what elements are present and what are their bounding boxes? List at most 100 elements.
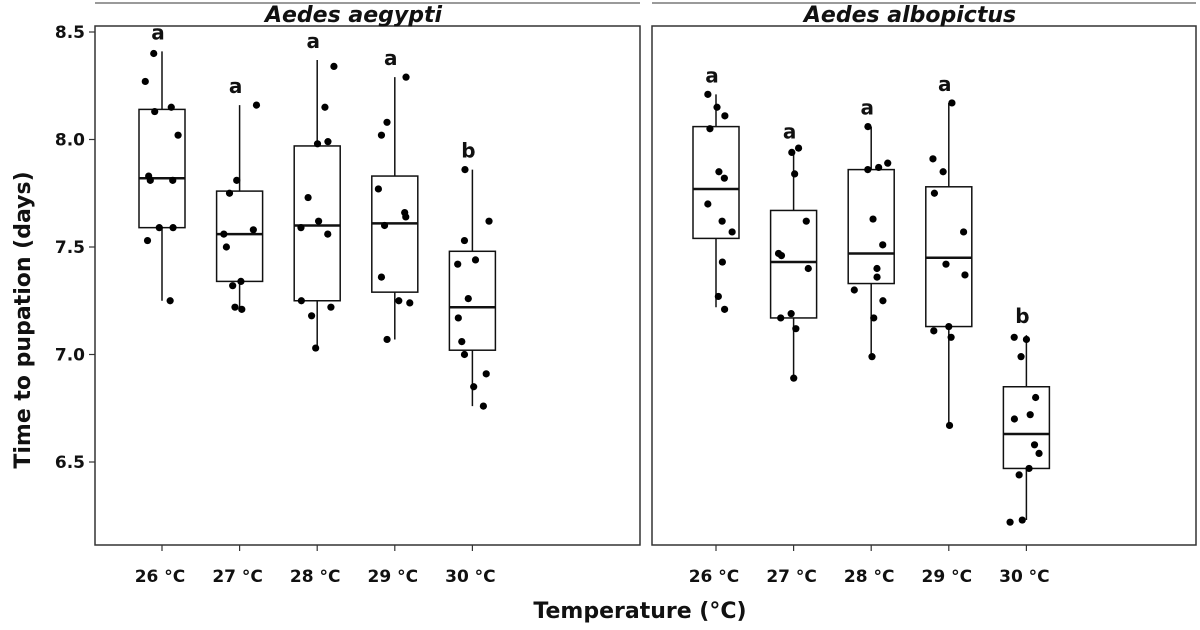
data-point	[713, 103, 721, 111]
data-point	[231, 303, 239, 311]
data-point	[777, 314, 785, 322]
x-tick-label: 27 °C	[766, 567, 817, 587]
box-group-26C: a 26 °C	[135, 20, 186, 587]
box	[692, 125, 740, 240]
data-point	[454, 260, 462, 268]
x-tick-label: 26 °C	[135, 567, 186, 587]
data-point	[167, 103, 175, 111]
data-point	[151, 107, 159, 116]
data-point	[961, 271, 969, 279]
data-point	[1006, 518, 1014, 526]
data-point	[1017, 353, 1025, 361]
data-point	[383, 118, 391, 126]
box-group-28C: a 28 °C	[844, 96, 895, 587]
box	[847, 168, 895, 285]
data-point	[864, 123, 872, 131]
y-axis-label: Time to pupation (days)	[11, 171, 36, 468]
x-tick-label: 28 °C	[290, 567, 341, 587]
data-point	[330, 62, 338, 70]
panels-layer: Aedes aegypti 6.5 7.0 7.5 8.0 8.5 a 26 °C a 27 °C…	[55, 2, 1197, 587]
data-point	[143, 236, 152, 245]
data-point	[721, 112, 729, 120]
data-point	[460, 350, 469, 359]
box-group-29C: a 29 °C	[368, 46, 419, 587]
data-point	[380, 221, 389, 230]
data-point	[792, 325, 800, 333]
data-point	[458, 338, 466, 346]
panel-frame	[94, 25, 641, 546]
data-point	[870, 314, 878, 322]
significance-letter: a	[783, 119, 797, 143]
data-point	[225, 189, 234, 197]
data-point	[945, 421, 954, 430]
data-point	[327, 303, 335, 311]
significance-letter: a	[151, 20, 165, 44]
data-point	[794, 144, 803, 152]
data-point	[787, 310, 795, 318]
data-point	[229, 282, 237, 290]
data-point	[1035, 449, 1043, 457]
facet-title: Aedes albopictus	[802, 3, 1016, 28]
x-axis-label: Temperature (°C)	[533, 599, 746, 624]
data-point	[237, 277, 245, 285]
data-point	[313, 140, 322, 148]
x-tick-label: 29 °C	[368, 567, 419, 587]
significance-letter: b	[461, 139, 475, 163]
box	[138, 108, 186, 229]
significance-letter: a	[306, 29, 320, 53]
data-point	[174, 131, 182, 139]
box	[371, 175, 419, 293]
data-point	[155, 224, 163, 232]
data-point	[1032, 393, 1040, 402]
significance-letter: a	[229, 74, 243, 98]
data-point	[324, 230, 332, 238]
data-point	[850, 286, 858, 294]
data-point	[947, 333, 955, 341]
x-tick-label: 26 °C	[689, 567, 740, 587]
x-tick-label: 29 °C	[922, 567, 973, 587]
data-point	[471, 256, 480, 264]
data-point	[150, 49, 158, 58]
box	[769, 209, 818, 319]
data-point	[1010, 333, 1018, 341]
data-point	[873, 264, 881, 273]
data-point	[238, 305, 246, 313]
data-point	[252, 101, 261, 109]
data-point	[304, 193, 312, 202]
panel-frame	[651, 25, 1197, 546]
x-tick-label: 30 °C	[999, 567, 1050, 587]
data-point	[485, 217, 493, 225]
data-point	[321, 103, 329, 111]
data-point	[464, 295, 472, 303]
x-tick-label: 27 °C	[212, 567, 263, 587]
data-point	[879, 241, 887, 249]
data-point	[1026, 411, 1034, 419]
y-tick-label: 6.5	[55, 453, 85, 473]
data-point	[1022, 335, 1031, 344]
data-point	[864, 166, 872, 174]
significance-letter: a	[860, 96, 874, 120]
y-tick-label: 8.5	[55, 23, 85, 43]
data-point	[377, 273, 386, 281]
y-tick-label: 8.0	[55, 131, 85, 151]
box	[1002, 386, 1051, 470]
data-point	[233, 176, 241, 184]
significance-letter: a	[705, 63, 719, 87]
box-group-26C: a 26 °C	[689, 63, 740, 587]
data-point	[169, 224, 177, 232]
data-point	[802, 217, 810, 225]
data-point	[718, 258, 726, 266]
data-point	[929, 155, 937, 163]
data-point	[704, 90, 712, 98]
significance-letter: a	[384, 46, 398, 70]
data-point	[479, 402, 487, 410]
data-point	[1030, 441, 1039, 449]
data-point	[879, 297, 887, 305]
data-point	[715, 168, 723, 176]
data-point	[1015, 471, 1023, 479]
data-point	[1018, 516, 1026, 524]
data-point	[791, 170, 799, 178]
data-point	[720, 174, 728, 182]
data-point	[324, 138, 332, 146]
